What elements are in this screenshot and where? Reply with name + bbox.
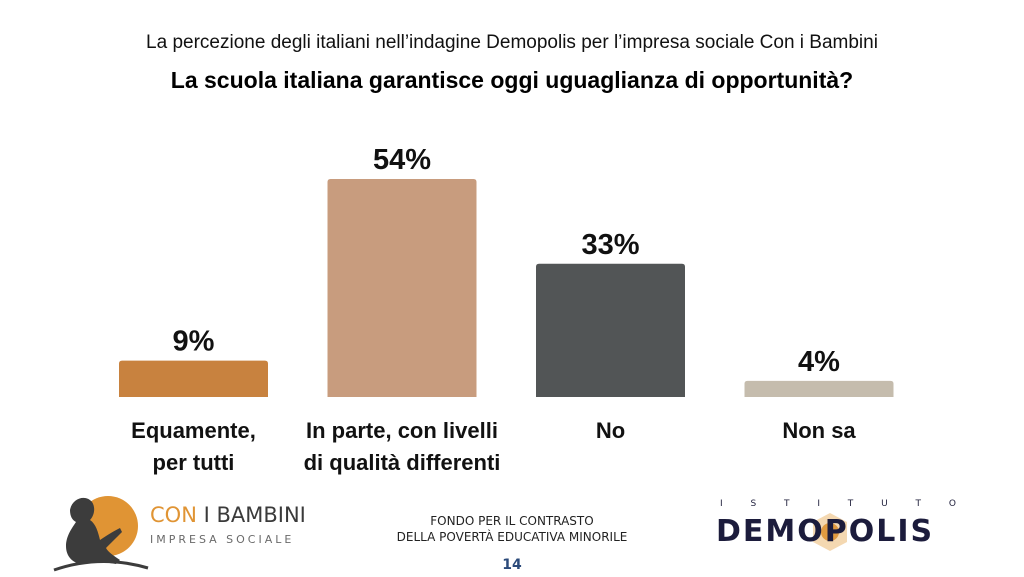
istituto-letter: U bbox=[881, 499, 888, 509]
istituto-letter: T bbox=[784, 499, 790, 509]
demopolis-part1: DEM bbox=[716, 514, 798, 549]
istituto-letters: I S T I T U T O bbox=[720, 498, 956, 510]
category-label: per tutti bbox=[153, 450, 235, 475]
category-label: Non sa bbox=[782, 418, 856, 443]
value-label: 33% bbox=[581, 229, 639, 261]
category-label: In parte, con livelli bbox=[306, 418, 498, 443]
demopolis-wordmark: DEMOPOLIS bbox=[716, 514, 962, 550]
child-reading-silhouette-icon bbox=[50, 488, 150, 572]
hexagon-glow-icon bbox=[810, 512, 850, 552]
category-label: Equamente, bbox=[131, 418, 256, 443]
brand-tagline: IMPRESA SOCIALE bbox=[150, 533, 295, 546]
chart-subtitle: La percezione degli italiani nell’indagi… bbox=[146, 32, 878, 53]
istituto-letter: O bbox=[948, 499, 956, 509]
bar-0 bbox=[119, 360, 268, 397]
demopolis-part2: O bbox=[797, 514, 825, 549]
istituto-letter: I bbox=[720, 499, 723, 509]
bar-3 bbox=[744, 380, 894, 397]
page-number: 14 bbox=[502, 557, 522, 573]
bar-2 bbox=[536, 263, 685, 397]
value-label: 54% bbox=[373, 144, 431, 176]
value-label: 9% bbox=[173, 326, 215, 358]
brand-name: CON I BAMBINI bbox=[150, 502, 306, 528]
bar-chart: 9% Equamente, per tutti 54% In parte, con li… bbox=[119, 144, 894, 475]
fund-caption: FONDO PER IL CONTRASTO DELLA POVERTÀ EDU… bbox=[362, 513, 662, 545]
category-label: No bbox=[596, 418, 625, 443]
istituto-letter: S bbox=[750, 499, 757, 509]
fund-caption-line2: DELLA POVERTÀ EDUCATIVA MINORILE bbox=[396, 530, 628, 544]
category-label: di qualità differenti bbox=[304, 450, 501, 475]
brand-name-part2: I BAMBINI bbox=[203, 503, 306, 527]
value-label: 4% bbox=[798, 346, 840, 378]
istituto-letter: T bbox=[915, 499, 922, 509]
brand-name-part1: CON bbox=[150, 503, 197, 527]
bar-1 bbox=[327, 179, 477, 397]
demopolis-logo: I S T I T U T O DEMOPOLIS bbox=[714, 498, 964, 552]
fund-caption-line1: FONDO PER IL CONTRASTO bbox=[430, 514, 594, 528]
chart-title: La scuola italiana garantisce oggi uguag… bbox=[170, 67, 854, 93]
demopolis-part3: POLIS bbox=[824, 514, 935, 549]
con-i-bambini-logo: CON I BAMBINI IMPRESA SOCIALE bbox=[50, 488, 306, 572]
istituto-letter: T bbox=[847, 499, 854, 509]
istituto-letter: I bbox=[817, 499, 820, 509]
